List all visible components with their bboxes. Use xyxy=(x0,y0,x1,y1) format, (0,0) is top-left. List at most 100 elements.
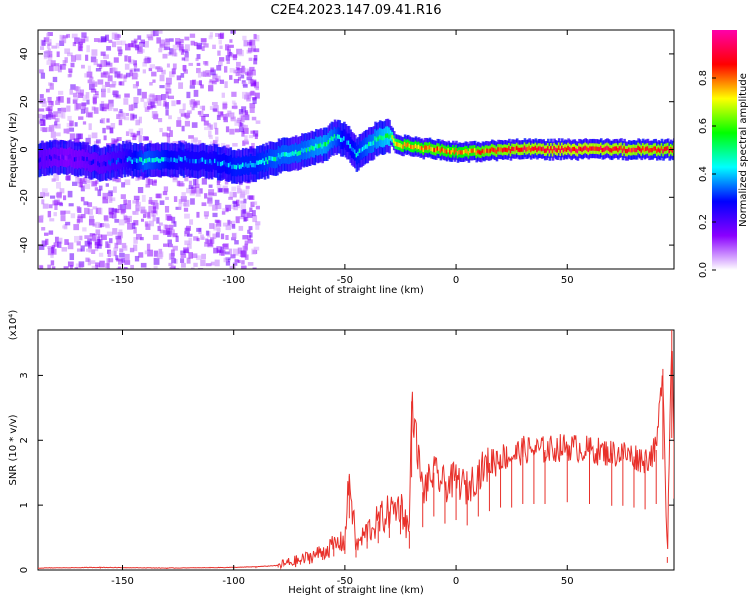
noise-cell xyxy=(237,76,241,81)
ridge-core-cell xyxy=(241,162,245,167)
noise-cell xyxy=(108,258,114,263)
noise-cell xyxy=(47,32,53,37)
noise-cell xyxy=(51,45,57,49)
ridge-core-cell xyxy=(500,147,503,152)
ridge-core-cell xyxy=(41,155,44,160)
noise-cell xyxy=(84,183,91,190)
ridge-core-cell xyxy=(601,147,605,153)
noise-cell xyxy=(230,254,236,259)
y-tick-label: 3 xyxy=(19,372,30,378)
noise-cell xyxy=(244,240,249,246)
noise-cell xyxy=(168,95,175,100)
noise-cell xyxy=(84,207,90,215)
noise-cell xyxy=(69,70,73,77)
ridge-core-cell xyxy=(522,147,525,152)
noise-cell xyxy=(178,202,182,210)
noise-cell xyxy=(57,110,64,118)
noise-cell xyxy=(105,193,112,199)
snr-line-layer xyxy=(38,330,674,570)
noise-cell xyxy=(102,192,108,200)
noise-cell xyxy=(38,108,45,112)
noise-cell xyxy=(128,43,134,48)
noise-cell xyxy=(182,65,187,71)
noise-cell xyxy=(201,202,207,207)
noise-cell xyxy=(80,108,86,114)
noise-cell xyxy=(144,211,151,218)
noise-cell xyxy=(172,245,178,251)
noise-cell xyxy=(181,125,185,132)
noise-cell xyxy=(205,70,211,77)
colorbar-ticks: 0.0 0.2 0.4 0.6 0.8 xyxy=(698,70,716,278)
ridge-core-cell xyxy=(296,151,300,157)
noise-cell xyxy=(232,54,237,61)
noise-cell xyxy=(95,221,101,229)
noise-cell xyxy=(39,69,44,74)
noise-cell xyxy=(119,204,126,211)
noise-cell xyxy=(253,54,258,61)
noise-cell xyxy=(92,223,97,227)
noise-cell xyxy=(75,263,82,269)
ridge-core-cell xyxy=(450,150,454,155)
ridge-core-cell xyxy=(142,160,145,166)
noise-cell xyxy=(188,62,193,66)
noise-cell xyxy=(203,120,209,126)
noise-cell xyxy=(186,110,192,114)
noise-cell xyxy=(150,201,155,205)
ridge-core-cell xyxy=(419,146,422,151)
noise-cell xyxy=(218,188,223,193)
noise-cell xyxy=(186,257,191,264)
ridge-core-cell xyxy=(428,145,432,150)
ridge-core-cell xyxy=(196,159,200,165)
ridge-core-cell xyxy=(126,157,130,163)
noise-cell xyxy=(153,113,159,117)
noise-cell xyxy=(60,215,66,222)
noise-cell xyxy=(116,40,122,46)
ridge-core-cell xyxy=(355,153,359,158)
noise-cell xyxy=(236,61,241,67)
ridge-core-cell xyxy=(343,136,346,141)
noise-cell xyxy=(115,34,121,38)
noise-cell xyxy=(94,247,99,252)
noise-cell xyxy=(191,267,195,269)
ridge-core-cell xyxy=(159,158,163,164)
noise-cell xyxy=(165,109,169,116)
noise-cell xyxy=(79,180,83,188)
ridge-core-cell xyxy=(325,142,329,147)
noise-cell xyxy=(64,239,69,245)
noise-cell xyxy=(176,120,182,127)
noise-cell xyxy=(94,187,99,191)
ridge-core-cell xyxy=(427,145,430,151)
noise-cell xyxy=(118,219,125,226)
noise-cell xyxy=(169,229,175,236)
noise-cell xyxy=(249,207,253,213)
noise-cell xyxy=(72,99,78,104)
noise-cell xyxy=(125,112,130,117)
noise-cell xyxy=(169,38,174,42)
noise-cell xyxy=(216,246,222,253)
ridge-core-cell xyxy=(561,145,564,151)
noise-cell xyxy=(41,188,48,193)
noise-cell xyxy=(184,44,190,51)
noise-cell xyxy=(132,84,138,89)
noise-cell xyxy=(169,130,173,137)
noise-cell xyxy=(151,71,157,77)
ridge-core-cell xyxy=(80,157,83,162)
noise-cell xyxy=(255,120,261,124)
noise-cell xyxy=(168,224,174,230)
noise-cell xyxy=(214,127,219,135)
ridge-core-cell xyxy=(413,145,416,150)
ridge-core-cell xyxy=(556,148,559,153)
noise-cell xyxy=(217,50,221,56)
ridge-core-cell xyxy=(238,164,242,170)
x-tick-label: -50 xyxy=(337,576,353,587)
noise-cell xyxy=(121,257,125,263)
noise-cell xyxy=(213,122,218,130)
noise-cell xyxy=(83,176,88,182)
ridge-core-cell xyxy=(550,146,553,151)
ridge-core-cell xyxy=(564,146,567,152)
ridge-core-cell xyxy=(72,155,75,161)
ridge-core-cell xyxy=(509,148,513,154)
noise-cell xyxy=(117,266,122,269)
ridge-core-cell xyxy=(410,144,413,149)
noise-cell xyxy=(150,30,156,37)
